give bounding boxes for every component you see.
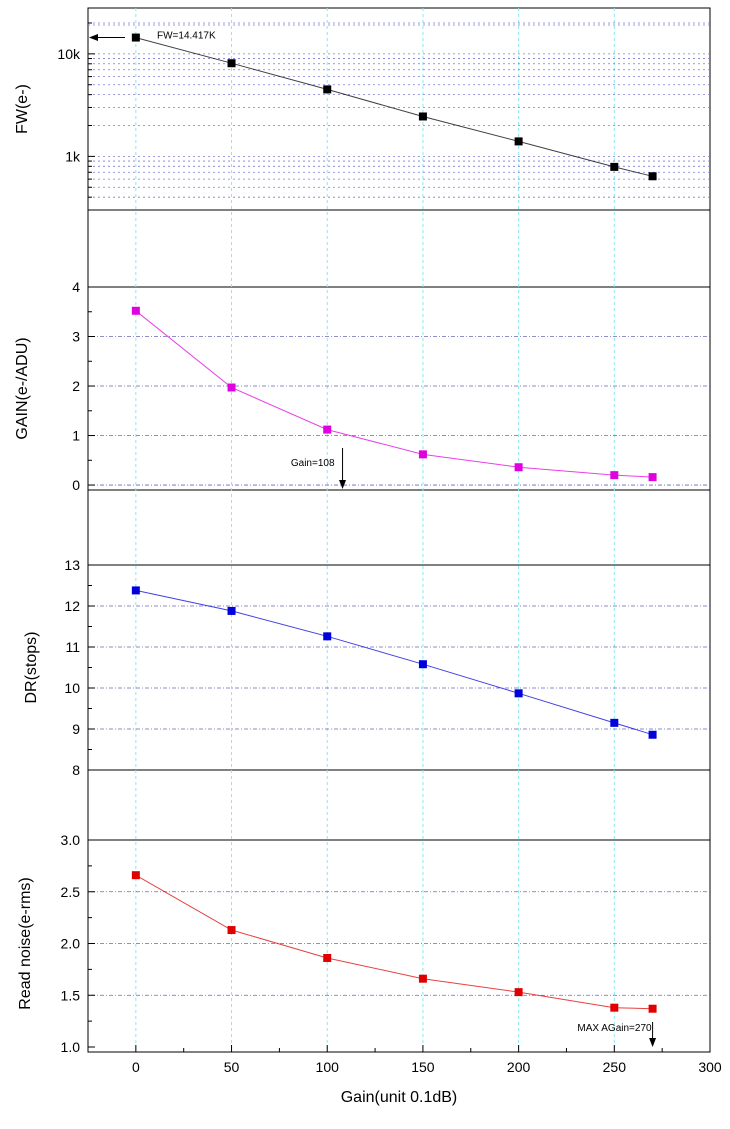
fw-arrow-head (89, 34, 98, 42)
fw-point-2 (323, 85, 332, 94)
dr-y-tick-label-4: 12 (64, 598, 80, 614)
rn-point-0 (131, 871, 140, 880)
fw-y-tick-label-1: 10k (57, 46, 81, 62)
rn-y-tick-label-0: 1.0 (61, 1039, 81, 1055)
rn-point-4 (514, 988, 523, 997)
rn-y-tick-label-1: 1.5 (61, 987, 81, 1003)
dr-point-6 (648, 730, 657, 739)
dr-point-2 (323, 632, 332, 641)
gain-point-2 (323, 425, 332, 434)
fw-point-3 (418, 112, 427, 121)
rn-point-5 (610, 1003, 619, 1012)
gain-point-5 (610, 471, 619, 480)
rn-y-tick-label-4: 3.0 (61, 832, 81, 848)
x-tick-label-50: 50 (224, 1059, 240, 1075)
plot-frame (87, 7, 711, 1053)
rn-point-1 (227, 926, 236, 935)
gain-y-axis-label: GAIN(e-/ADU) (14, 337, 31, 439)
fw-point-0 (131, 33, 140, 42)
gain-series-line (135, 310, 653, 478)
fw-point-5 (610, 162, 619, 171)
dr-y-tick-label-5: 13 (64, 557, 80, 573)
fw-point-4 (514, 137, 523, 146)
gain-arrow-head (339, 480, 347, 489)
rn-y-tick-label-3: 2.5 (61, 884, 81, 900)
dr-point-1 (227, 606, 236, 615)
gain-y-tick-label-3: 3 (72, 329, 80, 345)
dr-series-line (135, 589, 653, 736)
x-axis-label: Gain(unit 0.1dB) (341, 1089, 458, 1106)
fw-annotation: FW=14.417K (157, 31, 216, 42)
x-tick-label-150: 150 (411, 1059, 435, 1075)
fw-point-6 (648, 172, 657, 181)
dr-y-tick-label-1: 9 (72, 721, 80, 737)
gain-y-tick-label-1: 1 (72, 428, 80, 444)
gain-point-3 (418, 450, 427, 459)
rn-point-2 (323, 953, 332, 962)
fw-y-tick-label-0: 1k (65, 148, 81, 164)
maxgain-annotation: MAX AGain=270 (577, 1023, 652, 1034)
x-tick-label-100: 100 (316, 1059, 340, 1075)
rn-point-6 (648, 1004, 657, 1013)
fw-y-axis-label: FW(e-) (14, 84, 31, 134)
rn-point-3 (418, 974, 427, 983)
dr-y-axis-label: DR(stops) (23, 631, 40, 703)
dr-point-5 (610, 718, 619, 727)
x-tick-label-250: 250 (603, 1059, 627, 1075)
gain-point-4 (514, 463, 523, 472)
rn-y-axis-label: Read noise(e-rms) (17, 877, 34, 1009)
gain-point-0 (131, 306, 140, 315)
x-tick-label-200: 200 (507, 1059, 531, 1075)
x-tick-label-300: 300 (698, 1059, 722, 1075)
dr-point-3 (418, 660, 427, 669)
gain-point-1 (227, 383, 236, 392)
dr-y-tick-label-3: 11 (65, 639, 80, 655)
dr-y-tick-label-0: 8 (72, 762, 80, 778)
gain-y-tick-label-4: 4 (72, 279, 80, 295)
gain-annotation: Gain=108 (291, 458, 335, 469)
rn-y-tick-label-2: 2.0 (61, 936, 81, 952)
fw-point-1 (227, 59, 236, 68)
gain-y-tick-label-0: 0 (72, 477, 80, 493)
dr-y-tick-label-2: 10 (64, 680, 80, 696)
x-tick-label-0: 0 (132, 1059, 140, 1075)
maxgain-arrow-head (649, 1038, 657, 1047)
dr-point-4 (514, 689, 523, 698)
gain-y-tick-label-2: 2 (72, 378, 80, 394)
gain-point-6 (648, 473, 657, 482)
dr-point-0 (131, 586, 140, 595)
rn-series-line (135, 874, 653, 1010)
